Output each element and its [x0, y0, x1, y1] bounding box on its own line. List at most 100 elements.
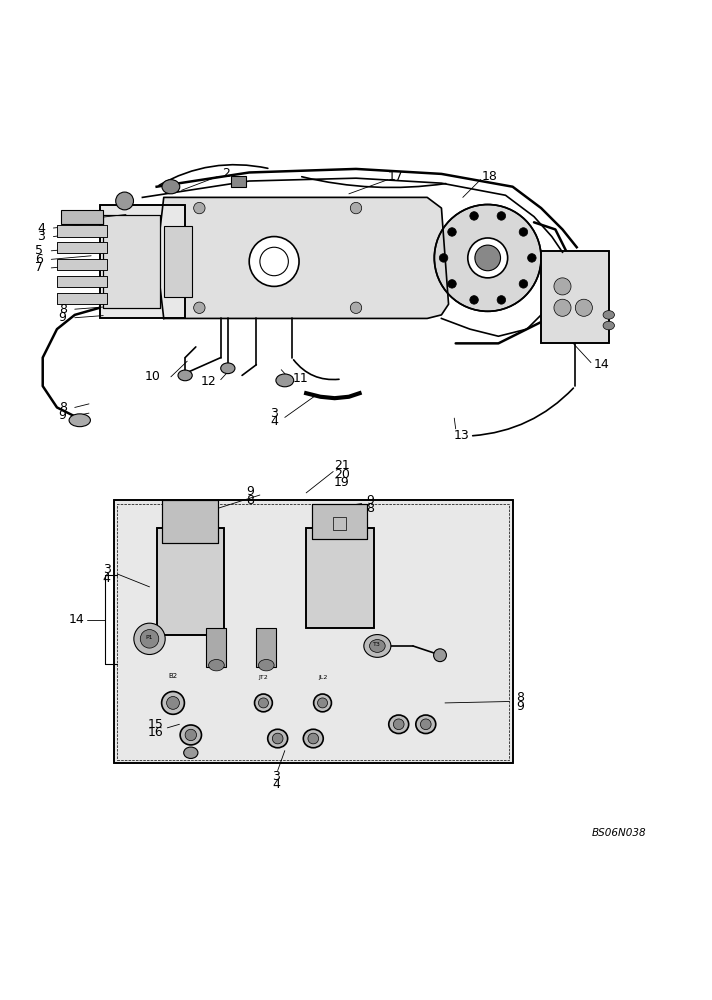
- Circle shape: [448, 228, 456, 236]
- Text: 7: 7: [35, 261, 43, 274]
- Circle shape: [350, 302, 362, 313]
- Text: JL2: JL2: [318, 675, 328, 680]
- Text: 1: 1: [63, 213, 72, 226]
- Bar: [256, 628, 276, 667]
- Text: 8: 8: [515, 691, 524, 704]
- Circle shape: [497, 296, 506, 304]
- Bar: [306, 528, 374, 628]
- Ellipse shape: [258, 659, 274, 671]
- Text: 16: 16: [147, 726, 163, 739]
- Bar: [57, 259, 107, 270]
- Bar: [157, 528, 224, 635]
- Text: 6: 6: [35, 253, 43, 266]
- Text: 2: 2: [222, 167, 231, 180]
- Bar: [57, 276, 107, 287]
- Ellipse shape: [272, 733, 283, 744]
- Text: 14: 14: [69, 613, 85, 626]
- Ellipse shape: [258, 698, 268, 708]
- Text: BS06N038: BS06N038: [592, 828, 646, 838]
- Ellipse shape: [434, 205, 541, 311]
- Ellipse shape: [420, 719, 431, 730]
- Text: 9: 9: [58, 409, 67, 422]
- Bar: [103, 215, 160, 308]
- Circle shape: [554, 278, 571, 295]
- Ellipse shape: [162, 180, 179, 194]
- Circle shape: [249, 237, 299, 286]
- Text: 3: 3: [270, 407, 278, 420]
- Ellipse shape: [434, 649, 446, 662]
- Ellipse shape: [603, 321, 614, 330]
- Ellipse shape: [603, 311, 614, 319]
- Ellipse shape: [308, 733, 319, 744]
- Ellipse shape: [313, 694, 331, 712]
- Ellipse shape: [318, 698, 328, 708]
- Text: 3: 3: [37, 230, 46, 243]
- Bar: [57, 259, 107, 270]
- Circle shape: [194, 202, 205, 214]
- Circle shape: [470, 212, 478, 220]
- Circle shape: [475, 245, 501, 271]
- Ellipse shape: [162, 692, 184, 714]
- Text: 9: 9: [515, 700, 524, 713]
- Circle shape: [468, 238, 508, 278]
- Ellipse shape: [268, 729, 288, 748]
- Text: 8: 8: [58, 303, 67, 316]
- Text: 15: 15: [147, 718, 163, 731]
- Circle shape: [140, 630, 159, 648]
- Text: 21: 21: [334, 459, 350, 472]
- Circle shape: [134, 623, 165, 655]
- Text: 13: 13: [454, 429, 469, 442]
- Circle shape: [350, 202, 362, 214]
- Polygon shape: [157, 197, 449, 318]
- Bar: [100, 205, 185, 318]
- Bar: [162, 500, 218, 543]
- Bar: [312, 504, 367, 539]
- Text: 14: 14: [594, 358, 609, 371]
- Bar: [57, 225, 107, 237]
- Ellipse shape: [178, 370, 192, 381]
- Text: 19: 19: [334, 476, 350, 489]
- Circle shape: [439, 254, 448, 262]
- Bar: [117, 504, 509, 760]
- Circle shape: [497, 212, 506, 220]
- Text: 9: 9: [366, 493, 375, 506]
- Bar: [57, 225, 107, 237]
- Bar: [57, 293, 107, 304]
- Text: 3: 3: [272, 770, 281, 783]
- Ellipse shape: [184, 747, 198, 758]
- Text: 4: 4: [270, 415, 278, 428]
- Text: 4: 4: [103, 572, 111, 585]
- Bar: [541, 251, 609, 343]
- Text: P1: P1: [146, 635, 153, 640]
- Text: 8: 8: [58, 401, 67, 414]
- Bar: [114, 500, 513, 763]
- Text: JT2: JT2: [258, 675, 268, 680]
- Bar: [541, 251, 609, 343]
- Ellipse shape: [255, 694, 272, 712]
- Circle shape: [448, 280, 456, 288]
- Circle shape: [519, 280, 528, 288]
- Text: 9: 9: [246, 485, 255, 498]
- Text: 11: 11: [293, 372, 308, 385]
- Ellipse shape: [180, 725, 201, 745]
- Bar: [164, 226, 192, 297]
- Text: B2: B2: [169, 673, 177, 679]
- Text: T3: T3: [373, 642, 382, 647]
- Bar: [206, 628, 226, 667]
- Text: 3: 3: [103, 563, 111, 576]
- Text: 17: 17: [387, 170, 403, 183]
- Bar: [333, 517, 346, 530]
- Text: 9: 9: [58, 311, 67, 324]
- Bar: [61, 210, 103, 224]
- Bar: [57, 242, 107, 253]
- Bar: [306, 528, 374, 628]
- Ellipse shape: [416, 715, 436, 734]
- Text: 10: 10: [145, 370, 161, 383]
- Circle shape: [470, 296, 478, 304]
- Circle shape: [554, 299, 571, 316]
- Ellipse shape: [185, 729, 197, 741]
- Ellipse shape: [167, 697, 179, 709]
- Circle shape: [575, 299, 592, 316]
- Text: 4: 4: [272, 778, 281, 791]
- Ellipse shape: [69, 414, 90, 427]
